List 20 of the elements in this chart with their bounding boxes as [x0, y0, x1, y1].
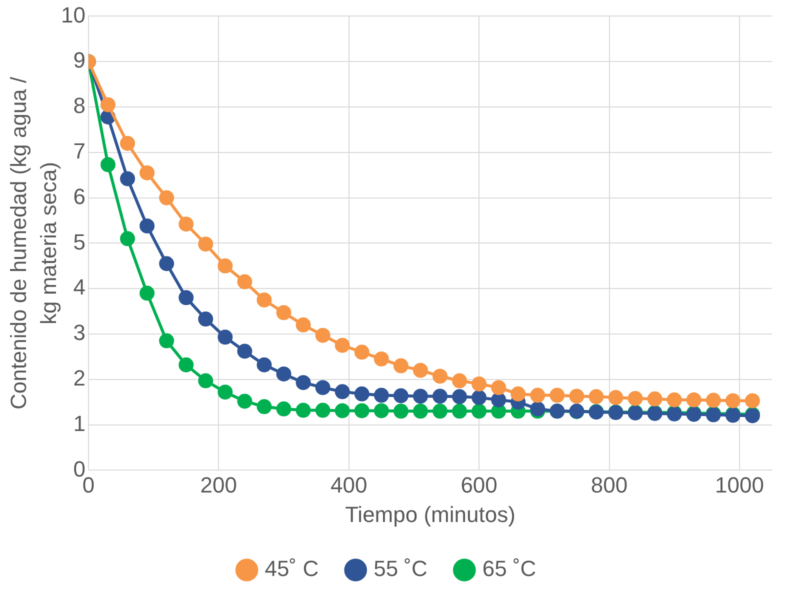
- legend-label: 55 ˚C: [374, 556, 428, 582]
- x-axis-title: Tiempo (minutos): [345, 502, 516, 527]
- x-tick-label: 200: [200, 472, 238, 498]
- y-tick-label: 7: [73, 138, 86, 164]
- x-tick-label: 1000: [714, 472, 764, 498]
- legend-label: 65 ˚C: [482, 556, 536, 582]
- y-tick-label: 8: [73, 93, 86, 118]
- y-tick-label: 5: [73, 229, 86, 254]
- y-axis-title: Contenido de humedad (kg agua / kg materia seca): [6, 76, 62, 410]
- y-tick-label: 3: [73, 320, 86, 346]
- y-tick-label: 1: [73, 410, 86, 436]
- y-tick-label: 2: [73, 365, 86, 390]
- x-tick-label: 400: [330, 472, 368, 498]
- y-tick-label: 4: [73, 274, 86, 300]
- y-tick-label: 6: [73, 184, 86, 209]
- y-tick-label: 10: [60, 2, 86, 28]
- x-tick-label: 800: [590, 472, 628, 498]
- legend-label: 45˚ C: [264, 556, 319, 582]
- x-tick-label: 600: [460, 472, 498, 498]
- y-tick-label: 9: [73, 48, 86, 73]
